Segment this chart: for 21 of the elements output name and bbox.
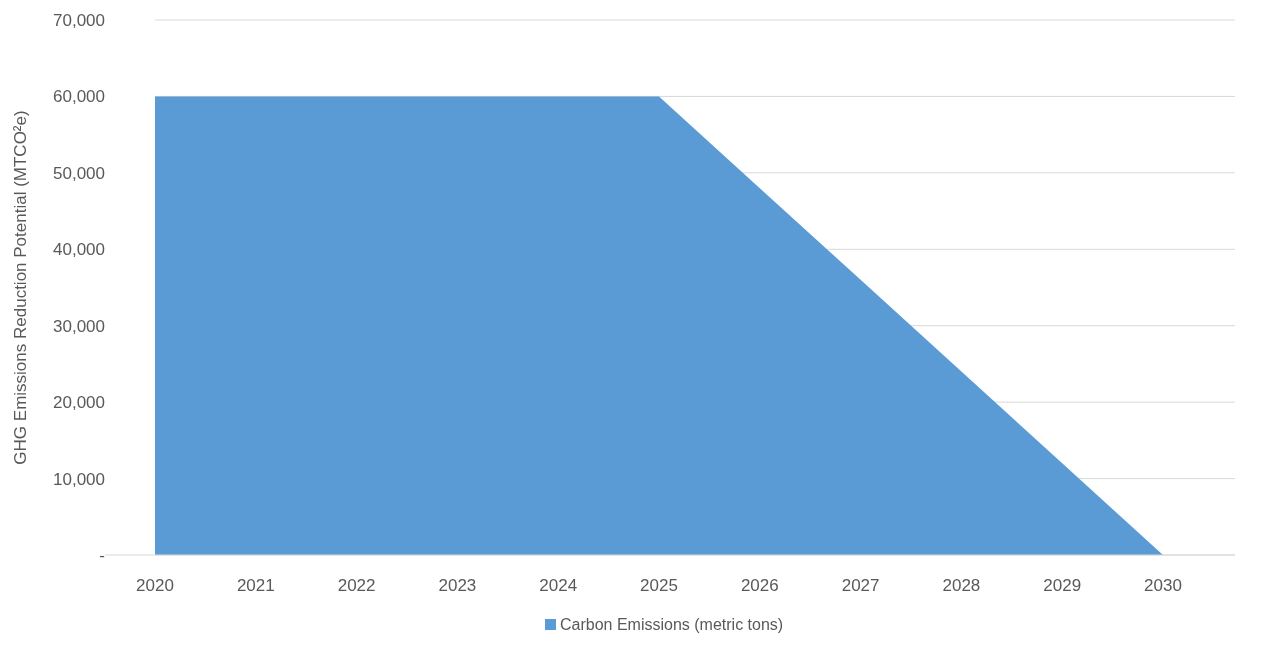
x-tick-label: 2030 xyxy=(1144,576,1182,595)
x-tick-label: 2026 xyxy=(740,576,779,595)
x-tick-label: 2023 xyxy=(438,576,477,595)
x-tick-label: 2020 xyxy=(136,576,174,595)
y-tick-label: 60,000 xyxy=(53,87,105,107)
legend-label: Carbon Emissions (metric tons) xyxy=(560,616,784,633)
y-tick-label: 20,000 xyxy=(53,393,105,413)
x-tick-label: 2024 xyxy=(539,576,578,595)
y-axis-title: GHG Emissions Reduction Potential (MTCO²e) xyxy=(11,110,30,465)
x-tick-label: 2029 xyxy=(1043,576,1082,595)
y-tick-label: 10,000 xyxy=(53,469,105,489)
y-tick-label: - xyxy=(99,545,105,565)
y-tick-label: 70,000 xyxy=(53,10,105,30)
y-tick-label: 50,000 xyxy=(53,163,105,183)
x-tick-label: 2022 xyxy=(337,576,376,595)
x-tick-label: 2025 xyxy=(640,576,678,595)
x-tick-label: 2027 xyxy=(841,576,880,595)
y-tick-label: 30,000 xyxy=(53,316,105,336)
x-tick-label: 2028 xyxy=(942,576,981,595)
y-tick-label: 40,000 xyxy=(53,240,105,260)
x-tick-label: 2021 xyxy=(236,576,275,595)
